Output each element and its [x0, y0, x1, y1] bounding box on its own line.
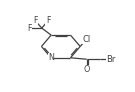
Text: F: F [28, 24, 32, 33]
Text: Br: Br [106, 55, 115, 64]
Text: Cl: Cl [82, 35, 91, 44]
Text: N: N [48, 53, 54, 62]
Text: F: F [33, 16, 38, 25]
Text: O: O [84, 65, 90, 74]
Text: F: F [46, 16, 50, 25]
